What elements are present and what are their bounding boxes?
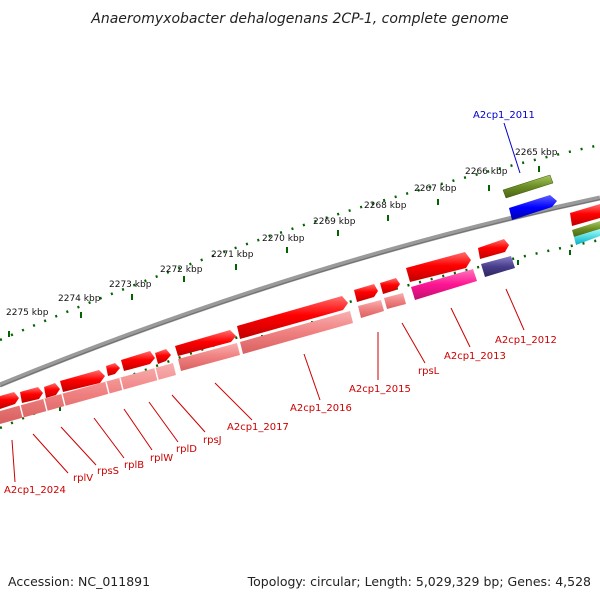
reverse-row-track (0, 256, 515, 424)
pink-feature-rpsL (384, 293, 406, 309)
gene-A2cp1_2024-arrow (0, 392, 19, 409)
tick-label: 2265 kbp (515, 148, 558, 158)
tick-label: 2271 kbp (211, 250, 254, 260)
gene-label-rpsS: rpsS (97, 466, 119, 477)
gene-A2cp1_2013-arrow (406, 252, 471, 282)
pink-feature-2017 (178, 343, 240, 371)
gene-rplD-arrow (121, 351, 155, 371)
tick-label: 2266 kbp (465, 167, 508, 177)
pink-feature-2016 (240, 311, 353, 354)
tick-label: 2272 kbp (160, 265, 203, 275)
map-title: Anaeromyxobacter dehalogenans 2CP-1, com… (90, 11, 508, 27)
gene-label-rplV: rplV (73, 473, 93, 484)
tick-label: 2273 kbp (109, 280, 152, 290)
blue-feature-arrow (509, 195, 557, 220)
gene-label-A2cp1_2012: A2cp1_2012 (495, 335, 557, 346)
red-feature-right (570, 204, 600, 226)
tick-label: 2275 kbp (6, 308, 49, 318)
gene-label-rpsL: rpsL (418, 366, 440, 377)
leader-lines (11, 122, 525, 483)
gene-rplV-arrow (20, 387, 43, 403)
gene-A2cp1_2015-arrow (354, 284, 378, 302)
gene-rpsS-arrow (44, 383, 60, 398)
gene-label-rplB: rplB (124, 460, 144, 471)
navy-feature (481, 256, 515, 277)
tick-labels: 2265 kbp 2266 kbp 2267 kbp 2268 kbp 2269… (6, 148, 558, 318)
genome-backbone (0, 195, 600, 388)
gene-rplW-arrow (106, 363, 120, 376)
gene-label-A2cp1_2015: A2cp1_2015 (349, 384, 411, 395)
right-features (502, 174, 600, 245)
topology-summary: Topology: circular; Length: 5,029,329 bp… (247, 574, 591, 589)
forward-cds-track (0, 239, 509, 409)
gene-label-rpsJ: rpsJ (203, 435, 222, 446)
gene-A2cp1_2017-arrow (175, 330, 236, 356)
major-ticks-outer (8, 166, 540, 337)
gene-label-A2cp1_2011: A2cp1_2011 (473, 110, 535, 121)
gene-A2cp1_2012-arrow (478, 239, 509, 259)
gene-label-A2cp1_2017: A2cp1_2017 (227, 422, 289, 433)
gene-label-A2cp1_2024: A2cp1_2024 (4, 485, 66, 496)
pink-feature-2015 (358, 300, 384, 318)
gene-label-A2cp1_2016: A2cp1_2016 (290, 403, 352, 414)
gene-labels: A2cp1_2011 A2cp1_2012 A2cp1_2013 rpsL A2… (4, 110, 557, 496)
pink-feature-left (0, 363, 176, 424)
tick-label: 2269 kbp (313, 217, 356, 227)
gene-label-A2cp1_2013: A2cp1_2013 (444, 351, 506, 362)
tick-label: 2270 kbp (262, 234, 305, 244)
accession-label: Accession: NC_011891 (8, 574, 150, 589)
olive-feature-right (572, 221, 600, 237)
tick-label: 2267 kbp (414, 184, 457, 194)
magenta-feature (411, 269, 477, 300)
gene-label-rplW: rplW (150, 453, 173, 464)
gene-A2cp1_2016-arrow (237, 296, 348, 339)
tick-label: 2274 kbp (58, 294, 101, 304)
gene-rplB-arrow (60, 370, 105, 392)
tick-label: 2268 kbp (364, 201, 407, 211)
gene-rpsJ-arrow (155, 349, 171, 364)
teal-feature-right (574, 229, 600, 245)
gene-rpsL-arrow (380, 278, 400, 294)
gene-label-rplD: rplD (176, 444, 197, 455)
gene-A2cp1_2011-arrow (502, 174, 554, 199)
